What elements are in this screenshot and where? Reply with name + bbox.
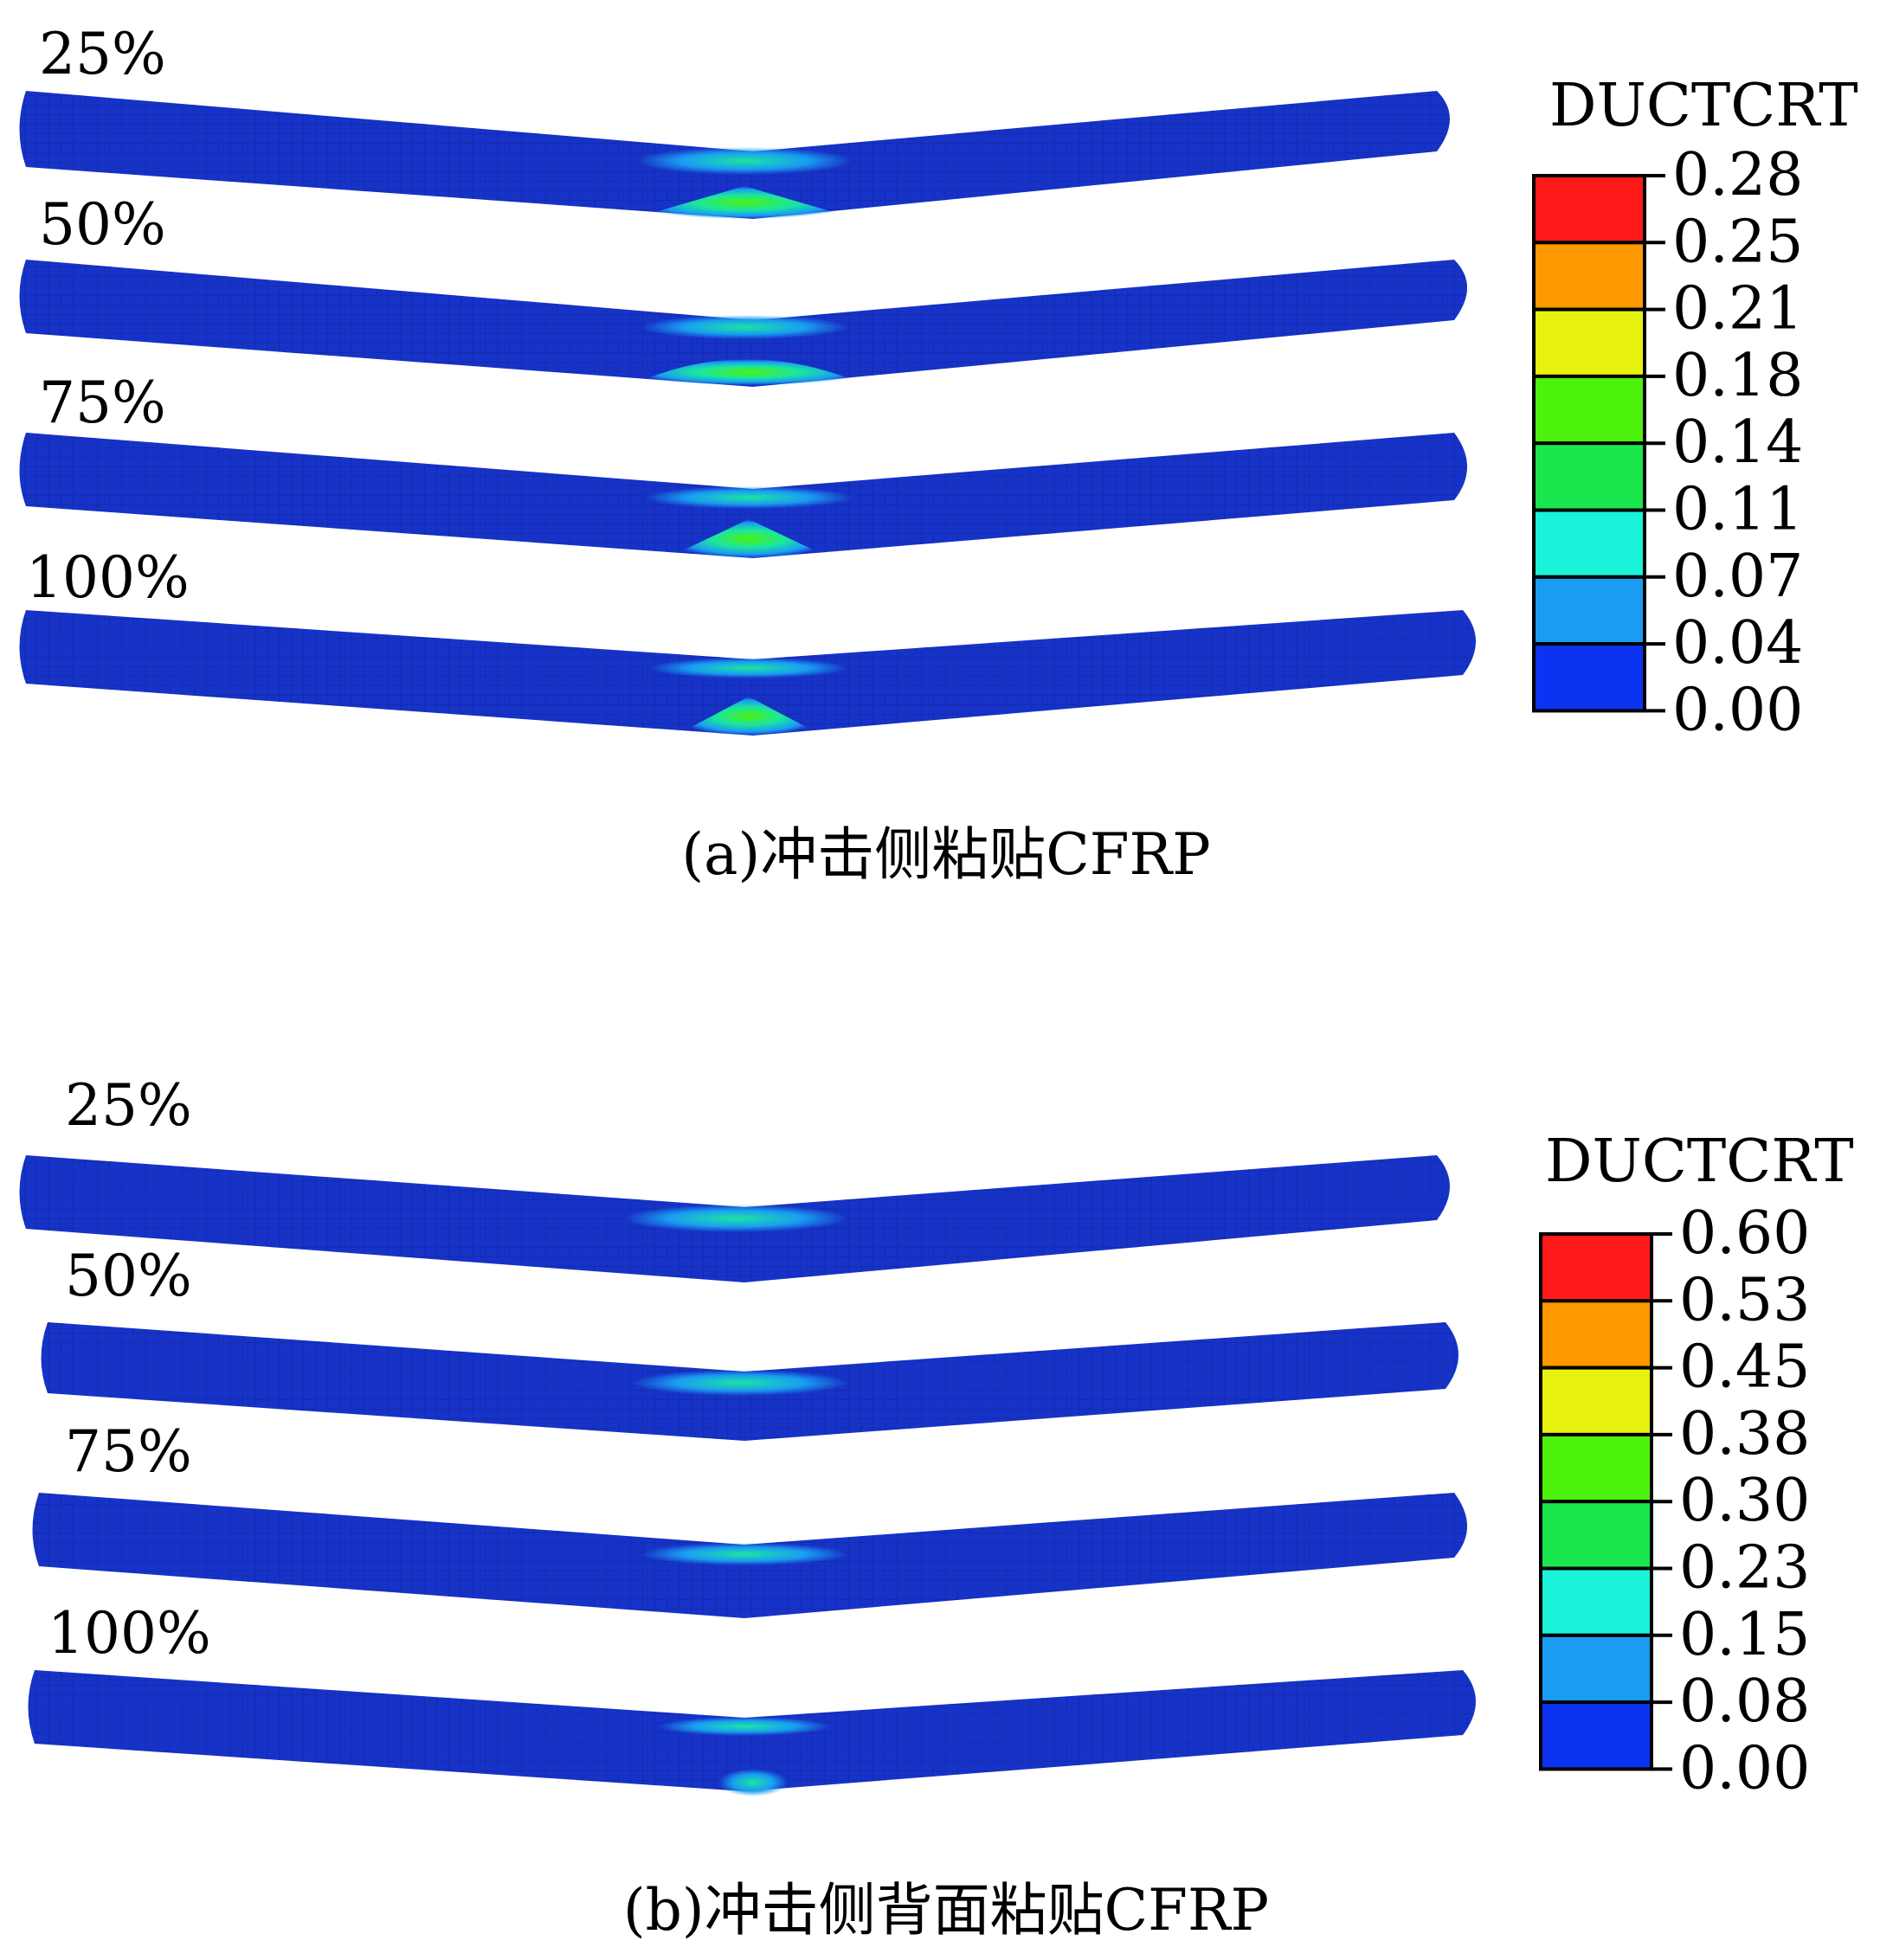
legend-swatch <box>1539 1633 1653 1705</box>
panel-b: 25% 50% 75% 100% DUCTCRT 0.600.530.450.3… <box>19 1072 1854 1944</box>
beam-label-b-75: 75% <box>65 1418 192 1485</box>
caption-a: (a)冲击侧粘贴CFRP <box>681 821 1210 888</box>
beam-a-25 <box>19 91 1450 219</box>
legend-swatch <box>1539 1500 1653 1571</box>
legend-swatch <box>1539 1299 1653 1370</box>
legend-a: DUCTCRT 0.280.250.210.180.140.110.070.04… <box>1532 72 1858 744</box>
beam-b-75 <box>32 1493 1467 1618</box>
legend-tick-label: 0.28 <box>1672 141 1803 209</box>
legend-tick-label: 0.18 <box>1672 342 1803 410</box>
legend-swatch <box>1539 1366 1653 1436</box>
legend-bar-a <box>1532 174 1646 713</box>
legend-swatch <box>1532 374 1646 446</box>
legend-ticks-b: 0.600.530.450.380.300.230.150.080.00 <box>1652 1199 1810 1803</box>
beam-a-75 <box>19 433 1467 558</box>
legend-tick-label: 0.15 <box>1679 1601 1810 1669</box>
legend-swatch <box>1532 642 1646 713</box>
beam-label-a-50: 50% <box>39 191 166 258</box>
legend-swatch <box>1539 1566 1653 1637</box>
legend-title-a: DUCTCRT <box>1549 72 1858 140</box>
legend-tick-label: 0.30 <box>1679 1467 1810 1535</box>
legend-tick-label: 0.25 <box>1672 208 1803 276</box>
legend-swatch <box>1539 1232 1653 1303</box>
legend-tick-label: 0.60 <box>1679 1199 1810 1268</box>
legend-tick-label: 0.38 <box>1679 1400 1810 1468</box>
beam-label-b-25: 25% <box>65 1072 192 1139</box>
beam-b-100 <box>28 1670 1476 1796</box>
legend-tick-label: 0.53 <box>1679 1266 1810 1334</box>
panel-a: 25% 50% 75% 100% DUCTCRT 0.280.250.210.1… <box>19 21 1858 888</box>
legend-tick-label: 0.08 <box>1679 1668 1810 1736</box>
legend-tick-label: 0.00 <box>1672 676 1803 744</box>
legend-swatch <box>1532 508 1646 579</box>
legend-tick-label: 0.07 <box>1672 543 1803 611</box>
beam-a-100 <box>19 610 1476 736</box>
beam-label-a-75: 75% <box>39 370 166 436</box>
legend-tick-label: 0.45 <box>1679 1333 1810 1402</box>
legend-tick-label: 0.14 <box>1672 408 1803 477</box>
legend-tick-label: 0.04 <box>1672 609 1803 678</box>
legend-swatch <box>1532 307 1646 378</box>
beam-label-b-100: 100% <box>48 1600 211 1667</box>
legend-tick-label: 0.11 <box>1672 476 1803 544</box>
beam-label-a-25: 25% <box>39 21 166 87</box>
legend-tick-label: 0.00 <box>1679 1734 1810 1803</box>
beam-b-25 <box>19 1155 1450 1282</box>
caption-b: (b)冲击侧背面粘贴CFRP <box>623 1877 1269 1944</box>
legend-swatch <box>1539 1700 1653 1771</box>
legend-swatch <box>1532 441 1646 512</box>
legend-swatch <box>1539 1432 1653 1504</box>
beam-label-b-50: 50% <box>65 1243 192 1309</box>
legend-b: DUCTCRT 0.600.530.450.380.300.230.150.08… <box>1539 1128 1854 1803</box>
legend-swatch <box>1532 575 1646 646</box>
legend-tick-label: 0.21 <box>1672 275 1803 344</box>
legend-bar-b <box>1539 1232 1653 1771</box>
legend-swatch <box>1532 241 1646 312</box>
beam-label-a-100: 100% <box>26 544 190 611</box>
beam-b-50 <box>41 1322 1458 1441</box>
beam-a-50 <box>19 260 1467 387</box>
legend-tick-label: 0.23 <box>1679 1534 1810 1603</box>
legend-title-b: DUCTCRT <box>1545 1128 1854 1196</box>
legend-ticks-a: 0.280.250.210.180.140.110.070.040.00 <box>1645 141 1803 744</box>
legend-swatch <box>1532 174 1646 245</box>
